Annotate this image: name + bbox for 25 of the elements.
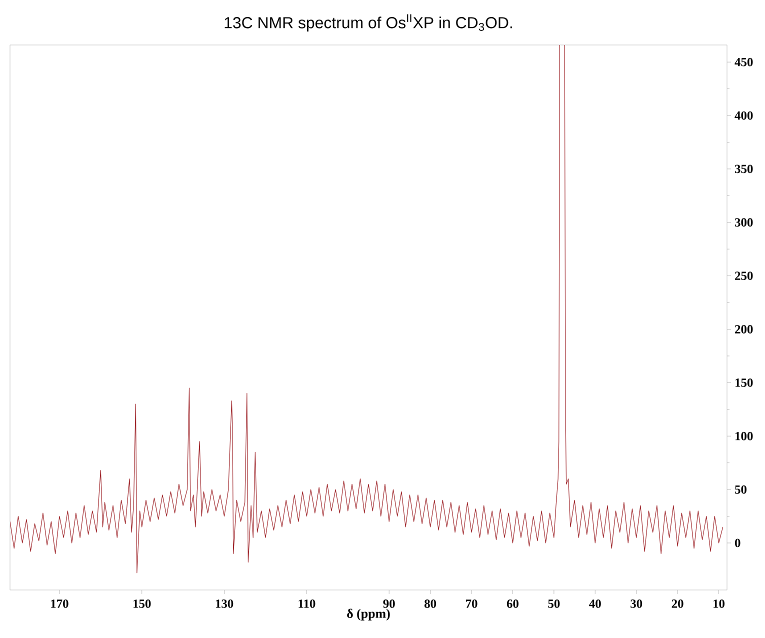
y-tick-label: 200 [735,325,753,334]
y-tick-label: 450 [734,58,753,66]
y-tick-label: 0 [734,538,740,548]
x-tick-label: 60 [506,600,518,608]
x-tick-label: 40 [589,600,601,608]
y-tick-label: 300 [734,218,753,227]
x-tick-label: 170 [51,600,68,608]
x-tick-label: 30 [630,600,642,608]
x-tick-label: 90 [383,600,395,608]
x-tick-label: 110 [298,600,316,608]
x-tick-label: 150 [134,600,151,608]
x-tick-label: 70 [466,600,478,608]
y-tick-label: 50 [735,485,746,494]
y-tick-label: 100 [736,432,753,440]
y-tick-label: 150 [736,378,753,387]
x-tick-label: 20 [672,600,684,608]
y-tick-label: 250 [735,272,753,280]
x-axis-title: δ (ppm) [347,608,390,621]
x-tick-label: 80 [424,600,436,608]
x-tick-label: 130 [216,600,234,608]
x-tick-label: 50 [548,600,560,608]
y-tick-label: 400 [734,111,753,120]
x-tick-label: 10 [714,600,725,608]
chart-title: 13C NMR spectrum of Os$^{II}$XP in CD$_{3}$OD. [224,14,512,32]
y-tick-label: 350 [734,164,753,174]
